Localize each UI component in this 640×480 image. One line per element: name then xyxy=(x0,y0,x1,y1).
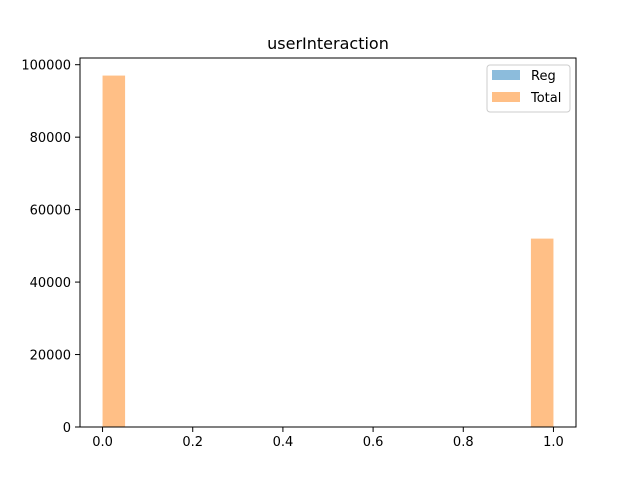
legend-label-reg: Reg xyxy=(531,69,556,84)
legend-label-total: Total xyxy=(530,91,561,106)
legend-swatch-reg xyxy=(492,70,520,80)
x-axis: 0.0 0.2 0.4 0.6 0.8 1.0 xyxy=(92,427,564,450)
legend-swatch-total xyxy=(492,92,520,102)
bar-total-0 xyxy=(102,75,126,428)
x-tick-label: 0.8 xyxy=(453,435,474,450)
y-tick-label: 80000 xyxy=(30,131,71,146)
plot-frame xyxy=(79,57,577,428)
legend: Reg Total xyxy=(486,64,571,113)
bar-total-1 xyxy=(530,238,554,427)
y-tick-label: 60000 xyxy=(30,204,71,219)
y-tick-label: 0 xyxy=(63,421,71,436)
y-tick-label: 40000 xyxy=(30,276,71,291)
bars-layer xyxy=(102,75,554,428)
chart-title: userInteraction xyxy=(267,34,389,53)
x-tick-label: 0.0 xyxy=(92,435,113,450)
x-tick-label: 0.6 xyxy=(363,435,384,450)
y-tick-label: 100000 xyxy=(21,59,71,74)
y-tick-label: 20000 xyxy=(30,349,71,364)
x-tick-label: 0.4 xyxy=(273,435,294,450)
x-tick-label: 1.0 xyxy=(543,435,564,450)
y-axis: 0 20000 40000 60000 80000 100000 xyxy=(21,59,80,436)
x-tick-label: 0.2 xyxy=(182,435,203,450)
